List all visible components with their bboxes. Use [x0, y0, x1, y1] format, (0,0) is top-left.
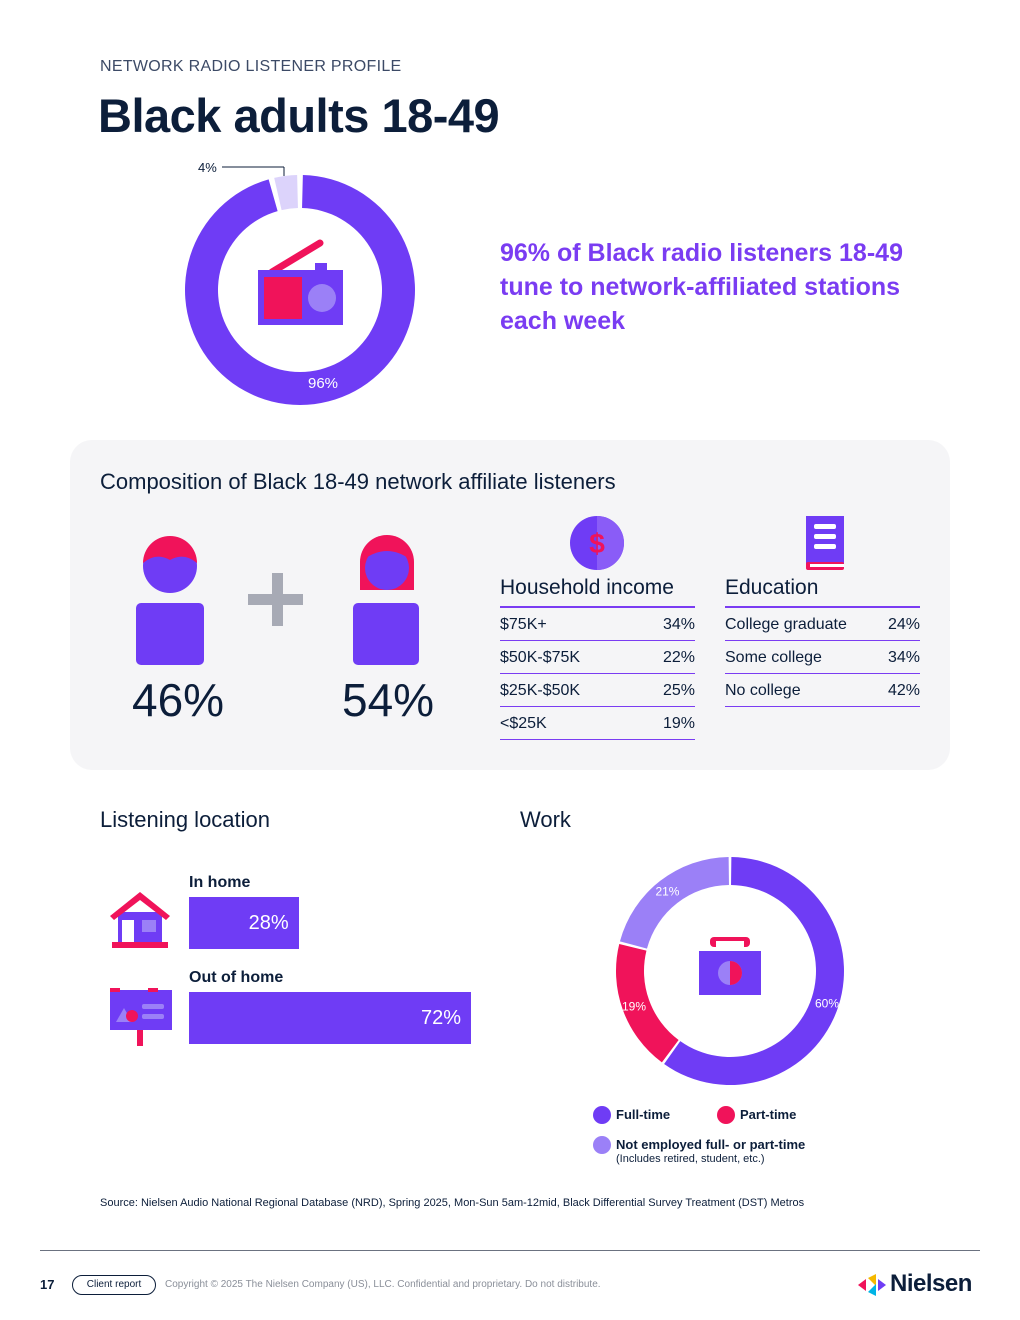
- dollar-icon: $: [570, 516, 624, 570]
- income-label: $50K-$75K: [500, 649, 581, 666]
- radio-icon: [258, 239, 343, 325]
- education-label: College graduate: [725, 616, 847, 633]
- legend-full-time: Full-time: [616, 1107, 671, 1122]
- reach-slice-other: [274, 175, 298, 211]
- table-row: <$25K 19%: [500, 707, 695, 740]
- income-value: 22%: [662, 649, 695, 666]
- location-label-out: Out of home: [189, 969, 284, 986]
- location-bar-out: 72%: [189, 992, 471, 1044]
- table-row: No college 42%: [725, 674, 920, 707]
- composition-title: Composition of Black 18-49 network affil…: [100, 469, 616, 494]
- legend-dot-full-time: [593, 1106, 611, 1124]
- location-bar-home: 28%: [189, 897, 299, 949]
- education-table: College graduate 24% Some college 34% No c…: [725, 606, 920, 707]
- composition-panel: [70, 440, 950, 770]
- income-value: 25%: [662, 682, 695, 699]
- reach-callout: 96% of Black radio listeners 18-49 tune …: [500, 239, 903, 335]
- education-label: Some college: [725, 649, 822, 666]
- work-slice-part-time-label: 19%: [622, 1000, 646, 1014]
- income-title: Household income: [500, 576, 674, 599]
- table-row: $75K+ 34%: [500, 608, 695, 641]
- legend-not-employed: Not employed full- or part-time: [616, 1137, 806, 1152]
- education-value: 24%: [887, 616, 920, 633]
- education-value: 42%: [887, 682, 920, 699]
- income-label: $75K+: [500, 616, 547, 633]
- man-icon: [136, 536, 204, 665]
- location-title: Listening location: [100, 807, 271, 832]
- page-number: 17: [40, 1277, 55, 1292]
- page-kicker: NETWORK RADIO LISTENER PROFILE: [100, 58, 402, 75]
- income-value: 19%: [662, 715, 695, 732]
- table-row: College graduate 24%: [725, 608, 920, 641]
- page-title: Black adults 18-49: [98, 89, 500, 142]
- work-slice-full-time: [664, 857, 844, 1085]
- svg-text:$: $: [589, 528, 605, 559]
- work-slice-not-employed-label: 21%: [655, 884, 679, 898]
- reach-donut-chart: 4% 96%: [184, 160, 415, 405]
- men-percent: 46%: [132, 674, 225, 726]
- location-value-out: 72%: [420, 1007, 461, 1029]
- work-title: Work: [520, 807, 571, 832]
- women-percent: 54%: [342, 674, 435, 726]
- location-value-home: 28%: [248, 912, 289, 934]
- client-report-badge: Client report: [72, 1275, 156, 1295]
- income-value: 34%: [662, 616, 695, 633]
- income-label: <$25K: [500, 715, 547, 732]
- work-slice-full-time-label: 60%: [815, 997, 839, 1011]
- legend-dot-not-employed: [593, 1136, 611, 1154]
- table-row: $50K-$75K 22%: [500, 641, 695, 674]
- legend-dot-part-time: [717, 1106, 735, 1124]
- education-title: Education: [725, 576, 819, 599]
- nielsen-logo-icon: [858, 1274, 886, 1296]
- reach-label-main: 96%: [308, 375, 338, 392]
- income-table: $75K+ 34% $50K-$75K 22% $25K-$50K 25% <$25K…: [500, 606, 695, 740]
- legend-part-time: Part-time: [740, 1107, 797, 1122]
- house-icon: [110, 892, 170, 948]
- book-icon: [806, 516, 844, 570]
- table-row: Some college 34%: [725, 641, 920, 674]
- footer-divider: [40, 1250, 980, 1251]
- work-donut-chart: 60% 19% 21%: [616, 857, 844, 1085]
- woman-icon: [353, 535, 419, 665]
- legend-not-employed-note: (Includes retired, student, etc.): [616, 1153, 765, 1165]
- education-value: 34%: [887, 649, 920, 666]
- education-label: No college: [725, 682, 801, 699]
- table-row: $25K-$50K 25%: [500, 674, 695, 707]
- plus-icon: [248, 573, 303, 626]
- billboard-icon: [110, 988, 172, 1046]
- reach-label-other: 4%: [198, 160, 217, 175]
- work-slice-part-time: [616, 943, 679, 1063]
- brand-logo: Nielsen: [890, 1270, 972, 1297]
- work-slice-not-employed: [619, 857, 729, 949]
- location-label-home: In home: [189, 874, 251, 891]
- gender-figures: [136, 535, 419, 665]
- source-note: Source: Nielsen Audio National Regional …: [100, 1197, 805, 1209]
- income-label: $25K-$50K: [500, 682, 581, 699]
- briefcase-icon: [699, 937, 761, 995]
- copyright-text: Copyright © 2025 The Nielsen Company (US…: [165, 1279, 601, 1290]
